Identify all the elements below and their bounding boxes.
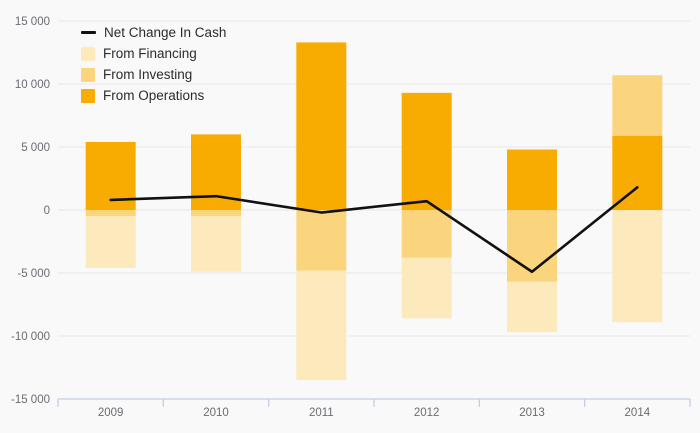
y-axis-tick-label: 15 000	[15, 16, 50, 28]
x-axis-category-label: 2014	[625, 407, 651, 419]
x-axis-category-label: 2010	[203, 407, 229, 419]
legend-label-net-change: Net Change In Cash	[104, 25, 227, 40]
x-axis-category-label: 2013	[519, 407, 545, 419]
bar-segment-from-investing-2013[interactable]	[507, 210, 557, 282]
bar-segment-from-investing-2012[interactable]	[401, 210, 452, 258]
bar-segment-from-investing-2014[interactable]	[612, 75, 663, 136]
operations-swatch-icon	[81, 88, 95, 103]
y-axis-tick-label: 5 000	[21, 142, 50, 154]
bar-segment-from-financing-2010[interactable]	[191, 216, 241, 272]
x-axis-category-label: 2009	[98, 407, 124, 419]
investing-swatch-icon	[81, 67, 95, 82]
legend-item-net-change-in-cash[interactable]: Net Change In Cash	[81, 25, 226, 40]
legend-item-from-operations[interactable]: From Operations	[81, 88, 226, 103]
bar-segment-from-operations-2011[interactable]	[296, 42, 347, 210]
bar-segment-from-financing-2009[interactable]	[85, 216, 136, 268]
bar-segment-from-operations-2014[interactable]	[612, 135, 663, 210]
y-axis-tick-label: 0	[44, 205, 50, 217]
legend-label-investing: From Investing	[103, 67, 193, 82]
legend-label-financing: From Financing	[103, 46, 197, 61]
bar-segment-from-operations-2012[interactable]	[401, 92, 452, 210]
legend-item-from-investing[interactable]: From Investing	[81, 67, 226, 82]
net-change-in-cash-line	[109, 186, 639, 274]
x-axis-category-label: 2011	[309, 407, 334, 419]
bar-segment-from-financing-2013[interactable]	[507, 281, 557, 333]
bar-segment-from-investing-2009[interactable]	[85, 210, 136, 217]
bar-segment-from-investing-2011[interactable]	[296, 210, 347, 271]
legend-item-from-financing[interactable]: From Financing	[81, 46, 226, 61]
bar-segment-from-operations-2013[interactable]	[507, 149, 557, 210]
bar-segment-from-financing-2011[interactable]	[296, 270, 347, 381]
y-axis-tick-label: -15 000	[11, 394, 50, 406]
y-axis-tick-label: -10 000	[11, 331, 50, 343]
financing-swatch-icon	[81, 46, 95, 61]
net-change-line-swatch-icon	[81, 31, 96, 34]
legend-label-operations: From Operations	[103, 88, 205, 103]
chart-legend: Net Change In Cash From Financing From I…	[81, 25, 226, 103]
y-axis-tick-label: -5 000	[17, 268, 50, 280]
x-axis-category-label: 2012	[414, 407, 440, 419]
y-axis-tick-label: 10 000	[15, 79, 50, 91]
bar-segment-from-investing-2010[interactable]	[191, 210, 241, 217]
bar-segment-from-financing-2014[interactable]	[612, 210, 663, 323]
bar-segment-from-financing-2012[interactable]	[401, 257, 452, 319]
